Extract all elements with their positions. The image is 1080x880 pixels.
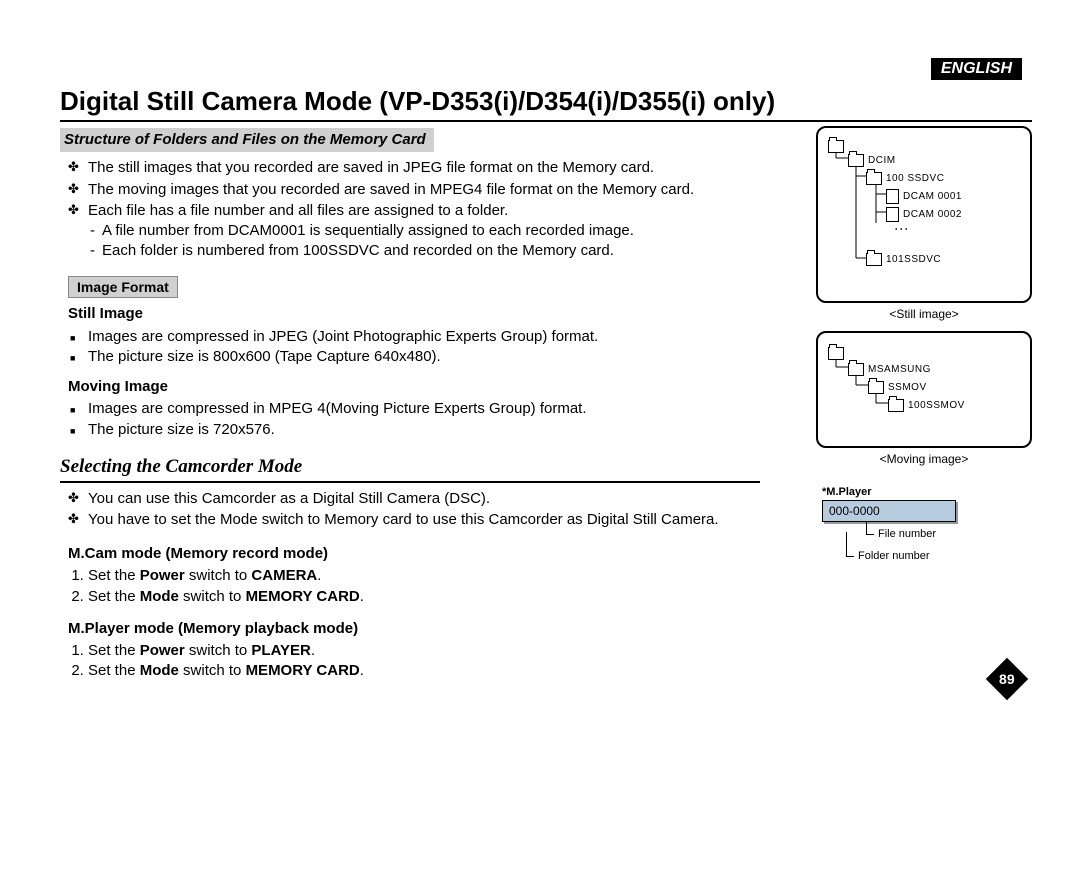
main-text-column: Structure of Folders and Files on the Me… xyxy=(60,126,796,686)
tree-label: MSAMSUNG xyxy=(868,364,931,375)
bullet: You have to set the Mode switch to Memor… xyxy=(88,510,796,530)
file-icon xyxy=(886,189,899,204)
image-format-label: Image Format xyxy=(68,276,178,299)
tree-label: DCAM 0001 xyxy=(903,191,962,202)
folder-icon xyxy=(828,347,844,360)
file-icon xyxy=(886,207,899,222)
number-display: 000-0000 xyxy=(822,500,956,522)
folder-icon xyxy=(848,363,864,376)
bullet: Images are compressed in MPEG 4(Moving P… xyxy=(88,399,796,419)
bullet: The moving images that you recorded are … xyxy=(88,180,796,200)
mplayer-steps: Set the Power switch to PLAYER. Set the … xyxy=(60,641,796,682)
tree-label: SSMOV xyxy=(888,382,927,393)
moving-image-tree: MSAMSUNG SSMOV 100SSMOV xyxy=(816,331,1032,448)
bullet: You can use this Camcorder as a Digital … xyxy=(88,489,796,509)
file-number-label: File number xyxy=(862,528,1032,540)
moving-image-heading: Moving Image xyxy=(68,377,796,397)
folder-number-label: Folder number xyxy=(842,550,1032,562)
tree-label: DCAM 0002 xyxy=(903,209,962,220)
language-badge: ENGLISH xyxy=(931,58,1022,80)
section-heading-structure: Structure of Folders and Files on the Me… xyxy=(60,128,434,152)
still-image-heading: Still Image xyxy=(68,304,796,324)
bullet: The picture size is 800x600 (Tape Captur… xyxy=(88,347,796,367)
bullet: Images are compressed in JPEG (Joint Pho… xyxy=(88,327,796,347)
tree-label: 101SSDVC xyxy=(886,254,941,265)
mcam-steps: Set the Power switch to CAMERA. Set the … xyxy=(60,566,796,607)
folder-icon xyxy=(888,399,904,412)
sub-bullet: A file number from DCAM0001 is sequentia… xyxy=(102,221,796,241)
mplayer-heading: M.Player mode (Memory playback mode) xyxy=(68,619,796,639)
bullet: The still images that you recorded are s… xyxy=(88,158,796,178)
page-title: Digital Still Camera Mode (VP-D353(i)/D3… xyxy=(60,86,1032,122)
tree-label: 100 SSDVC xyxy=(886,173,944,184)
folder-icon xyxy=(866,253,882,266)
tree-label: 100SSMOV xyxy=(908,400,965,411)
bullet: The picture size is 720x576. xyxy=(88,420,796,440)
still-image-caption: <Still image> xyxy=(816,307,1032,321)
still-image-tree: DCIM 100 SSDVC DCAM 0001 DCAM 0002 ⋮ 101… xyxy=(816,126,1032,303)
folder-icon xyxy=(866,172,882,185)
folder-icon xyxy=(828,140,844,153)
sub-bullet: Each folder is numbered from 100SSDVC an… xyxy=(102,241,796,261)
bullet: Each file has a file number and all file… xyxy=(88,201,796,262)
mcam-heading: M.Cam mode (Memory record mode) xyxy=(68,544,796,564)
folder-icon xyxy=(868,381,884,394)
moving-image-caption: <Moving image> xyxy=(816,452,1032,466)
folder-icon xyxy=(848,154,864,167)
mplayer-title: *M.Player xyxy=(822,486,1032,498)
tree-label: DCIM xyxy=(868,155,896,166)
vdots: ⋮ xyxy=(900,222,904,237)
section-heading-camcorder: Selecting the Camcorder Mode xyxy=(60,454,760,483)
diagram-column: DCIM 100 SSDVC DCAM 0001 DCAM 0002 ⋮ 101… xyxy=(816,126,1032,686)
mplayer-diagram: *M.Player 000-0000 File number Folder nu… xyxy=(816,486,1032,562)
